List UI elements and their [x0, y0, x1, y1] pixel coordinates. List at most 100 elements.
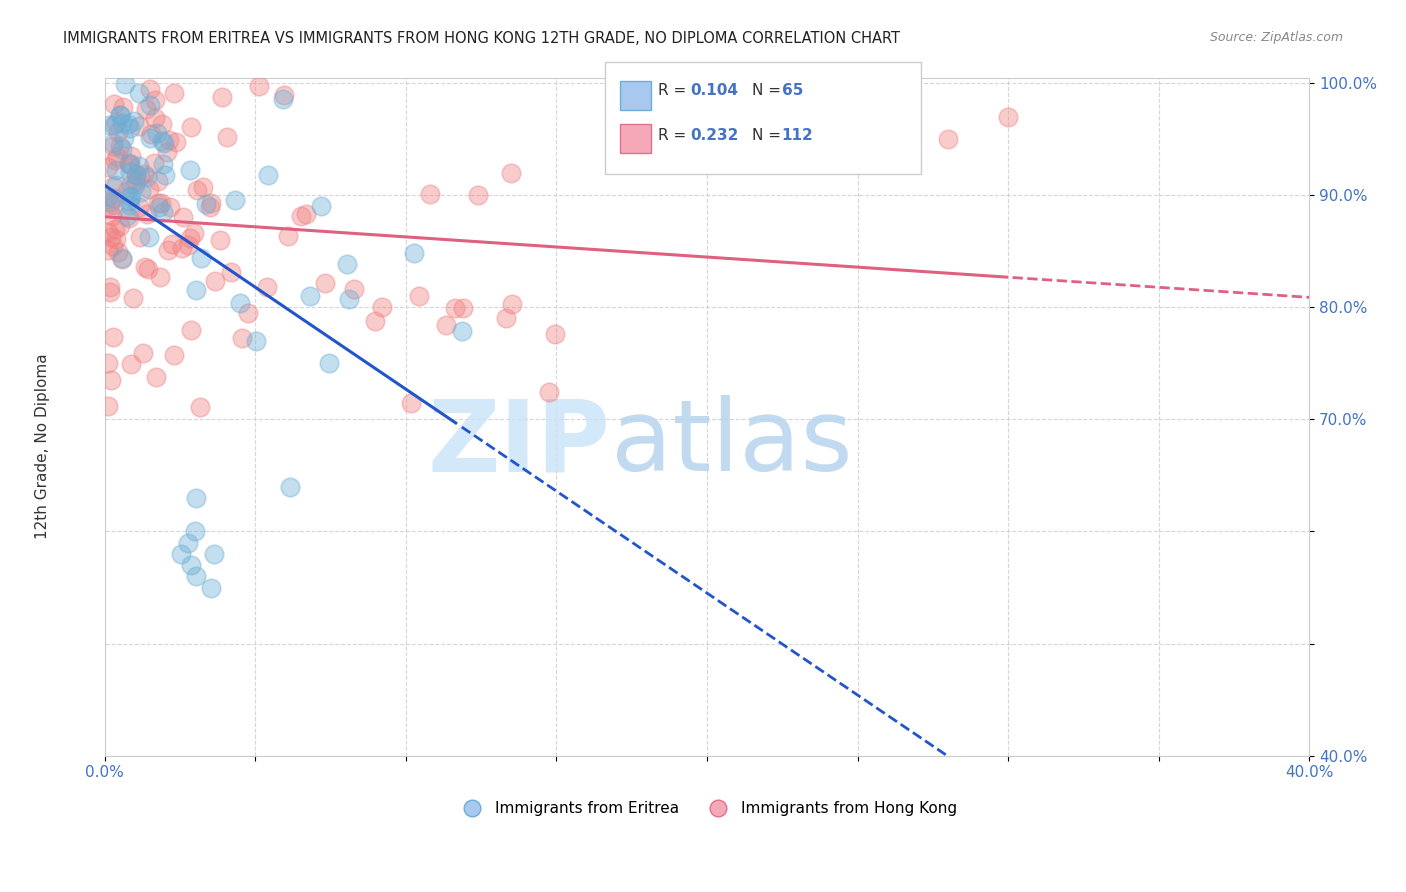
Point	[135, 102, 157, 116]
Point	[146, 195, 169, 210]
Point	[180, 323, 202, 337]
Point	[105, 178, 128, 192]
Point	[294, 207, 316, 221]
Point	[103, 191, 125, 205]
Point	[997, 110, 1019, 124]
Point	[110, 142, 132, 156]
Text: 0.104: 0.104	[690, 84, 738, 98]
Point	[103, 239, 125, 253]
Point	[132, 346, 155, 360]
Point	[97, 400, 120, 414]
Point	[179, 162, 201, 177]
Point	[149, 270, 172, 285]
Text: 12th Grade, No Diploma: 12th Grade, No Diploma	[35, 353, 49, 539]
Point	[186, 491, 208, 505]
Text: 0.232: 0.232	[690, 128, 738, 143]
Point	[129, 230, 152, 244]
Point	[280, 480, 302, 494]
Point	[177, 535, 200, 549]
Point	[146, 127, 169, 141]
Point	[311, 198, 333, 212]
Point	[104, 232, 127, 246]
Point	[443, 301, 465, 316]
Point	[124, 167, 146, 181]
Point	[364, 314, 387, 328]
Point	[105, 163, 128, 178]
Point	[104, 153, 127, 167]
Point	[118, 164, 141, 178]
Point	[117, 156, 139, 170]
Point	[152, 205, 174, 219]
Point	[124, 113, 146, 128]
Point	[120, 149, 142, 163]
Point	[138, 131, 160, 145]
Point	[103, 136, 125, 151]
Point	[163, 348, 186, 362]
Point	[128, 87, 150, 101]
Point	[339, 292, 361, 306]
Point	[118, 121, 141, 136]
Point	[122, 291, 145, 305]
Point	[100, 229, 122, 244]
Text: IMMIGRANTS FROM ERITREA VS IMMIGRANTS FROM HONG KONG 12TH GRADE, NO DIPLOMA CORR: IMMIGRANTS FROM ERITREA VS IMMIGRANTS FR…	[63, 31, 900, 46]
Text: Source: ZipAtlas.com: Source: ZipAtlas.com	[1209, 31, 1343, 45]
Point	[451, 301, 474, 315]
Point	[273, 87, 295, 102]
Point	[202, 547, 225, 561]
Point	[112, 100, 135, 114]
Point	[103, 118, 125, 132]
Point	[180, 558, 202, 573]
Point	[98, 280, 121, 294]
Point	[209, 233, 232, 247]
Point	[105, 150, 128, 164]
Point	[450, 324, 472, 338]
Point	[156, 243, 179, 257]
Point	[118, 211, 141, 225]
Text: 112: 112	[782, 128, 814, 143]
Point	[118, 198, 141, 212]
Point	[231, 331, 253, 345]
Point	[155, 145, 177, 159]
Point	[335, 257, 357, 271]
Point	[198, 201, 221, 215]
Point	[219, 265, 242, 279]
Legend: Immigrants from Eritrea, Immigrants from Hong Kong: Immigrants from Eritrea, Immigrants from…	[451, 796, 963, 822]
Point	[107, 244, 129, 259]
Point	[98, 285, 121, 299]
Point	[256, 280, 278, 294]
Point	[399, 396, 422, 410]
Point	[150, 134, 173, 148]
Point	[165, 135, 187, 149]
Point	[217, 129, 239, 144]
Point	[97, 356, 120, 370]
Text: 65: 65	[782, 84, 803, 98]
Point	[111, 252, 134, 267]
Point	[179, 231, 201, 245]
Point	[98, 118, 121, 132]
Point	[101, 329, 124, 343]
Point	[434, 318, 457, 332]
Point	[103, 97, 125, 112]
Point	[180, 120, 202, 134]
Point	[211, 89, 233, 103]
Point	[299, 289, 322, 303]
Point	[97, 243, 120, 257]
Point	[150, 117, 173, 131]
Point	[936, 132, 959, 146]
Point	[224, 193, 246, 207]
Point	[136, 206, 159, 220]
Point	[183, 226, 205, 240]
Point	[502, 297, 524, 311]
Point	[97, 160, 120, 174]
Point	[136, 261, 159, 276]
Point	[152, 157, 174, 171]
Point	[172, 210, 194, 224]
Point	[107, 125, 129, 139]
Point	[118, 194, 141, 208]
Point	[118, 156, 141, 170]
Point	[162, 237, 184, 252]
Point	[134, 260, 156, 274]
Point	[190, 400, 212, 414]
Point	[408, 289, 430, 303]
Point	[114, 77, 136, 91]
